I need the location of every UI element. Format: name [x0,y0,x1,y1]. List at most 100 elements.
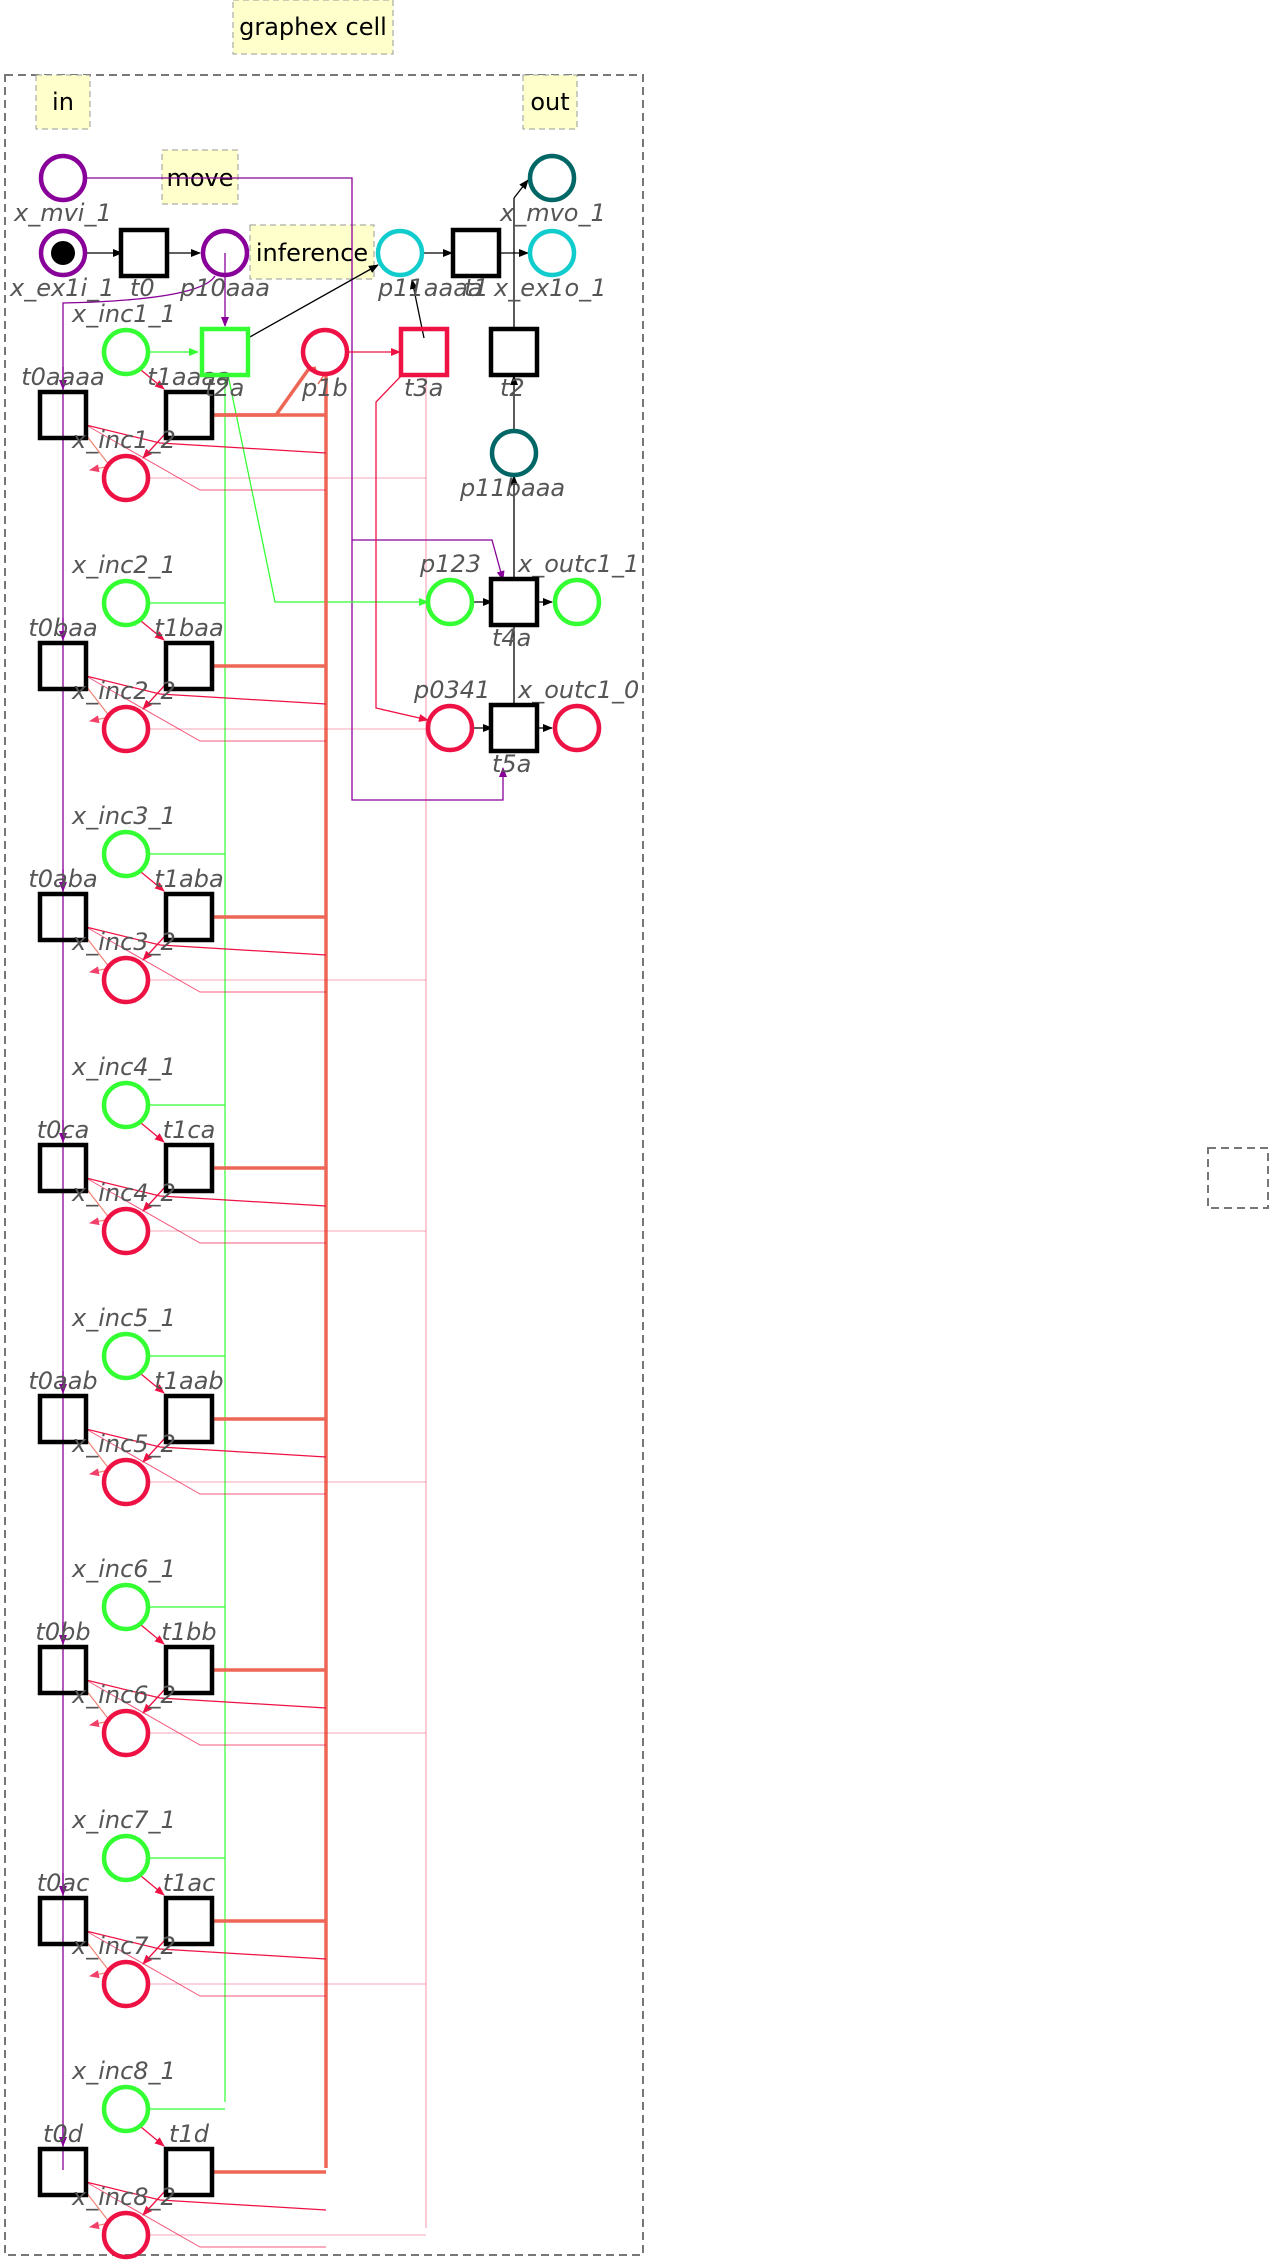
place-x_mvi_1[interactable] [38,153,88,203]
place-inc-in[interactable] [101,2084,151,2134]
label-inc2: x_inc7_2 [71,1932,176,1960]
transition-t0[interactable] [37,1895,89,1947]
label-t1: t1bb [161,1618,216,1646]
place-inc-in[interactable] [101,1331,151,1381]
title-text: graphex cell [239,13,387,41]
in-box: in [35,74,91,130]
place-p1b[interactable] [300,327,350,377]
transition-t0[interactable] [37,1142,89,1194]
increment-group: x_inc3_1 x_inc3_2 t0aba t1aba [28,802,426,1005]
place-inc-in[interactable] [101,1582,151,1632]
increment-group: x_inc2_1 x_inc2_2 t0baa t1baa [28,551,426,754]
place-x_ex1i_1[interactable] [38,228,88,278]
place-inc-out[interactable] [101,1959,151,2009]
place-p11baaa[interactable] [489,428,539,478]
label-t5a: t5a [492,750,531,778]
transition-t5a[interactable] [488,702,540,754]
label-t0: t0bb [35,1618,90,1646]
transition-t1[interactable] [163,891,215,943]
label-t0: t0aab [28,1367,97,1395]
out-box-text: out [530,88,569,116]
label-t0: t0ca [37,1116,90,1144]
place-x_outc1_0[interactable] [552,703,602,753]
label-inc1: x_inc5_1 [71,1304,176,1332]
place-inc-out[interactable] [101,1206,151,1256]
place-p11aaaa[interactable] [375,228,425,278]
place-inc-in[interactable] [101,327,151,377]
label-inc2: x_inc2_2 [71,677,176,705]
label-t1: t1aab [154,1367,223,1395]
place-x_outc1_1[interactable] [552,577,602,627]
label-x_ex1o_1: x_ex1o_1 [493,274,606,302]
place-p0341[interactable] [425,703,475,753]
place-p123[interactable] [425,577,475,627]
place-inc-out[interactable] [101,955,151,1005]
out-box: out [522,74,578,130]
place-p10aaa[interactable] [200,228,250,278]
transition-t1[interactable] [163,1142,215,1194]
transition-t1[interactable] [163,1393,215,1445]
transition-t0[interactable] [37,640,89,692]
place-x_mvo_1[interactable] [527,153,577,203]
place-inc-out[interactable] [101,2210,151,2260]
in-box-text: in [52,88,74,116]
transition-t0[interactable] [37,389,89,441]
label-t0: t0 [130,274,155,302]
label-inc2: x_inc5_2 [71,1430,176,1458]
label-t0: t0baa [28,614,97,642]
increment-group: x_inc4_1 x_inc4_2 t0ca t1ca [37,1053,426,1256]
label-x_mvi_1: x_mvi_1 [13,199,112,227]
transition-t1[interactable] [163,1895,215,1947]
transition-t1[interactable] [163,2146,215,2198]
transition-t0[interactable] [37,2146,89,2198]
label-t1: t1 [464,274,489,302]
label-inc1: x_inc6_1 [71,1555,176,1583]
label-t2a: t2a [205,374,244,402]
label-t0: t0aba [28,865,97,893]
transition-t1[interactable] [163,1644,215,1696]
label-inc1: x_inc1_1 [71,300,176,328]
place-inc-in[interactable] [101,578,151,628]
label-inc2: x_inc4_2 [71,1179,176,1207]
transition-t0[interactable] [37,1393,89,1445]
transition-t2[interactable] [488,326,540,378]
label-p123: p123 [419,550,481,578]
transition-t2a[interactable] [199,326,251,378]
transition-t1[interactable] [163,640,215,692]
transition-t3a[interactable] [398,326,450,378]
increment-group: x_inc5_1 x_inc5_2 t0aab t1aab [28,1304,426,1507]
label-p0341: p0341 [413,676,490,704]
label-t0: t0d [43,2120,84,2148]
increment-group: x_inc8_1 x_inc8_2 t0d t1d [37,2057,426,2260]
transition-t0[interactable] [37,1644,89,1696]
label-t1: t1ca [163,1116,216,1144]
place-inc-in[interactable] [101,1833,151,1883]
place-inc-out[interactable] [101,1457,151,1507]
inference-box: inference [249,224,375,280]
transition-t0[interactable] [118,227,170,279]
label-t2: t2 [500,374,525,402]
move-box: move [161,149,239,205]
empty-cluster-box [1207,1147,1269,1209]
increment-group: x_inc7_1 x_inc7_2 t0ac t1ac [37,1806,426,2009]
label-inc1: x_inc2_1 [71,551,176,579]
label-t4a: t4a [492,624,531,652]
place-inc-in[interactable] [101,1080,151,1130]
label-p11aaaa: p11aaaa [377,274,483,302]
label-inc1: x_inc8_1 [71,2057,176,2085]
place-x_ex1o_1[interactable] [527,228,577,278]
place-inc-out[interactable] [101,1708,151,1758]
label-x_mvo_1: x_mvo_1 [499,199,606,227]
transition-t1[interactable] [163,389,215,441]
place-inc-in[interactable] [101,829,151,879]
transition-t4a[interactable] [488,576,540,628]
place-inc-out[interactable] [101,704,151,754]
label-inc2: x_inc8_2 [71,2183,176,2211]
place-inc-out[interactable] [101,453,151,503]
increment-group: x_inc6_1 x_inc6_2 t0bb t1bb [35,1555,426,1758]
label-x_outc1_0: x_outc1_0 [517,676,639,704]
transition-t0[interactable] [37,891,89,943]
transition-t1[interactable] [450,227,502,279]
